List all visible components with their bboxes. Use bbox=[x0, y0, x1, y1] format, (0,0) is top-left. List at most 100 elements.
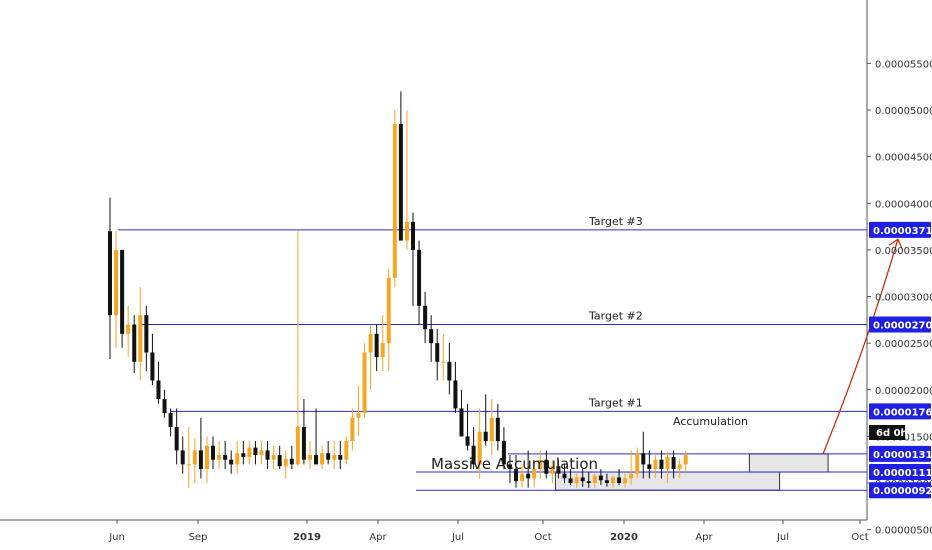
candle-body bbox=[295, 427, 300, 465]
price-badge bbox=[869, 464, 931, 481]
candle-body bbox=[229, 459, 234, 465]
candle-body bbox=[507, 464, 512, 470]
candle-body bbox=[592, 475, 597, 484]
candle-body bbox=[301, 427, 306, 460]
y-tick-label: 0.00003500 bbox=[875, 246, 932, 257]
candle-body bbox=[307, 455, 312, 460]
candle-body bbox=[289, 458, 294, 465]
x-tick-label: Sep bbox=[189, 532, 208, 543]
candle-body bbox=[241, 453, 246, 457]
y-tick-label: 0.00002000 bbox=[875, 386, 932, 397]
candle-body bbox=[550, 466, 555, 474]
candle-body bbox=[374, 333, 379, 358]
candle-body bbox=[635, 453, 640, 474]
candle-body bbox=[574, 477, 579, 484]
price-badge-text: 0.00001313 bbox=[873, 450, 932, 461]
candlestick-series bbox=[108, 91, 688, 488]
candle-body bbox=[174, 427, 179, 451]
projection-arrow bbox=[822, 238, 904, 455]
candle-body bbox=[441, 361, 446, 363]
candle-body bbox=[623, 478, 628, 484]
x-tick-label: 2019 bbox=[293, 532, 321, 543]
candle-body bbox=[259, 450, 264, 456]
candle-body bbox=[198, 450, 203, 470]
x-tick-label: Jul bbox=[451, 532, 464, 543]
candle-body bbox=[568, 478, 573, 484]
candle-body bbox=[617, 477, 622, 484]
candle-body bbox=[417, 249, 422, 306]
candle-body bbox=[180, 450, 185, 465]
candle-body bbox=[647, 464, 652, 470]
candle-body bbox=[211, 445, 216, 460]
candle-body bbox=[332, 455, 337, 460]
candle-body bbox=[586, 481, 591, 484]
price-badge-text: 0.00001768 bbox=[873, 407, 932, 418]
candle-body bbox=[629, 473, 634, 479]
projection-arrow-line bbox=[822, 239, 899, 455]
accumulation-box bbox=[748, 453, 829, 473]
candle-body bbox=[362, 352, 367, 414]
candle-body bbox=[350, 417, 355, 442]
candle-body bbox=[411, 221, 415, 250]
arrow-head-icon bbox=[888, 238, 904, 251]
y-tick-label: 0.00005500 bbox=[875, 59, 932, 70]
candle-body bbox=[168, 413, 173, 428]
candle-body bbox=[320, 453, 325, 465]
candle-body bbox=[665, 456, 670, 470]
candle-body bbox=[204, 445, 209, 470]
candle-body bbox=[404, 221, 409, 241]
candle-body bbox=[556, 466, 561, 474]
y-tick-label: 0.00002500 bbox=[875, 339, 932, 350]
y-tick-label: 0.00004500 bbox=[875, 153, 932, 164]
candle-body bbox=[356, 413, 361, 418]
candle-body bbox=[326, 453, 331, 460]
candle-body bbox=[392, 123, 397, 278]
candle-body bbox=[423, 305, 428, 330]
x-tick-label: 2020 bbox=[610, 532, 638, 543]
price-badge-text: 0.00003714 bbox=[873, 226, 932, 237]
price-badge bbox=[869, 221, 931, 238]
price-badge-text: 0.00001118 bbox=[873, 468, 932, 479]
price-badge bbox=[869, 403, 931, 420]
candle-body bbox=[253, 447, 258, 456]
candle-body bbox=[677, 464, 682, 470]
candle-body bbox=[108, 231, 112, 316]
x-tick-label: Apr bbox=[369, 532, 387, 543]
candle-body bbox=[217, 455, 222, 460]
candle-body bbox=[671, 456, 676, 470]
candle-body bbox=[265, 450, 270, 460]
candle-body bbox=[459, 408, 464, 437]
countdown-badge bbox=[869, 425, 905, 440]
candle-body bbox=[398, 123, 403, 241]
candle-body bbox=[114, 249, 119, 316]
candle-body bbox=[538, 459, 543, 470]
candle-body bbox=[132, 324, 137, 362]
candle-body bbox=[344, 441, 349, 460]
target-label: Target #2 bbox=[588, 309, 643, 322]
candle-body bbox=[447, 361, 452, 381]
candle-body bbox=[277, 455, 282, 467]
y-tick-label: 0.00005000 bbox=[875, 106, 932, 117]
candle-body bbox=[138, 315, 143, 362]
candle-body bbox=[338, 455, 343, 460]
candle-body bbox=[653, 459, 658, 470]
candle-body bbox=[489, 417, 494, 442]
candle-body bbox=[562, 473, 567, 479]
y-tick-label: 0.00000500 bbox=[875, 526, 932, 537]
candle-body bbox=[477, 431, 482, 465]
candle-body bbox=[283, 458, 288, 467]
candle-body bbox=[368, 333, 373, 353]
candle-body bbox=[483, 431, 488, 442]
target-label: Target #1 bbox=[588, 396, 643, 409]
x-tick-label: Apr bbox=[695, 532, 713, 543]
x-tick-label: Oct bbox=[534, 532, 551, 543]
target-label: Target #3 bbox=[588, 215, 643, 228]
candle-body bbox=[386, 277, 391, 344]
target-levels: Target #3 Target #2 Target #1 bbox=[118, 215, 867, 491]
candle-body bbox=[641, 453, 646, 465]
candle-body bbox=[544, 459, 549, 474]
candle-body bbox=[150, 352, 155, 381]
candle-body bbox=[156, 380, 161, 400]
